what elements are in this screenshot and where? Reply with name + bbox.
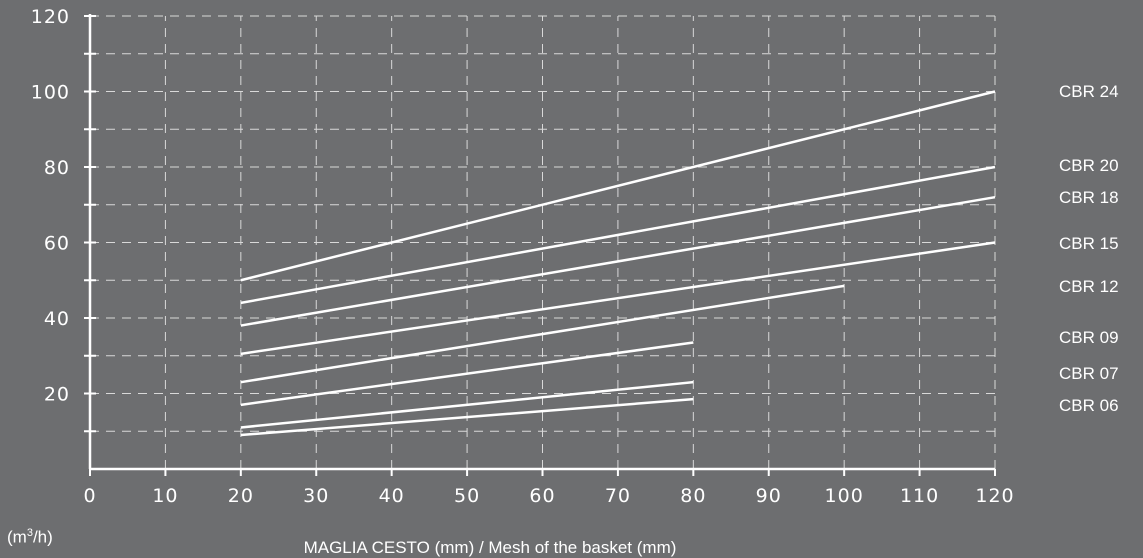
y-axis-unit-label: (m3/h) xyxy=(7,527,53,547)
series-line-cbr-18 xyxy=(240,195,996,327)
series-label-cbr-07: CBR 07 xyxy=(1059,364,1119,383)
x-tick-label: 80 xyxy=(680,485,706,507)
x-tick-label: 50 xyxy=(454,485,480,507)
series-label-cbr-12: CBR 12 xyxy=(1059,277,1119,296)
series-line-cbr-15 xyxy=(240,241,996,356)
y-tick-label: 80 xyxy=(44,157,70,179)
y-tick-label: 120 xyxy=(31,6,70,28)
x-tick-label: 90 xyxy=(756,485,782,507)
x-tick-label: 70 xyxy=(605,485,631,507)
x-tick-label: 110 xyxy=(900,485,939,507)
series-label-cbr-15: CBR 15 xyxy=(1059,234,1119,253)
x-tick-label: 120 xyxy=(975,485,1014,507)
x-tick-label: 60 xyxy=(529,485,555,507)
series-label-cbr-06: CBR 06 xyxy=(1059,396,1119,415)
x-tick-label: 30 xyxy=(303,485,329,507)
x-tick-label: 40 xyxy=(379,485,405,507)
y-tick-label: 100 xyxy=(31,82,70,104)
x-tick-label: 100 xyxy=(825,485,864,507)
series-label-cbr-20: CBR 20 xyxy=(1059,156,1119,175)
y-tick-label: 20 xyxy=(44,384,70,406)
x-axis-title: MAGLIA CESTO (mm) / Mesh of the basket (… xyxy=(304,538,677,557)
series-label-cbr-24: CBR 24 xyxy=(1059,82,1119,101)
series-line-cbr-09 xyxy=(240,341,694,407)
series-line-cbr-20 xyxy=(240,165,996,305)
series-line-cbr-12 xyxy=(240,284,845,384)
y-tick-label: 60 xyxy=(44,233,70,255)
series-label-cbr-18: CBR 18 xyxy=(1059,188,1119,207)
series-line-cbr-07 xyxy=(240,380,694,429)
y-tick-label: 40 xyxy=(44,308,70,330)
series-label-cbr-09: CBR 09 xyxy=(1059,328,1119,347)
series-line-cbr-06 xyxy=(240,397,694,437)
x-tick-label: 0 xyxy=(83,485,96,507)
series-line-cbr-24 xyxy=(240,90,996,282)
x-tick-label: 20 xyxy=(228,485,254,507)
x-tick-label: 10 xyxy=(152,485,178,507)
